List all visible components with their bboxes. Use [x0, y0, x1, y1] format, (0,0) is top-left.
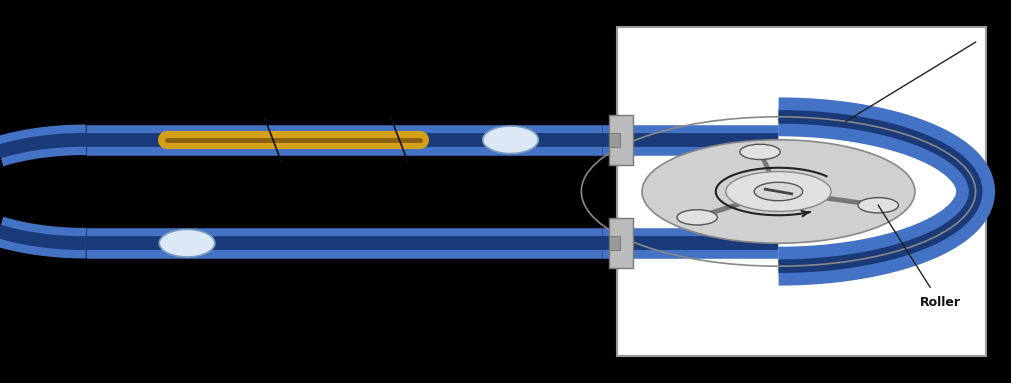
- Bar: [609, 115, 633, 165]
- Bar: [609, 218, 633, 268]
- Circle shape: [754, 182, 803, 201]
- Text: Roller: Roller: [920, 296, 960, 309]
- Circle shape: [677, 210, 718, 225]
- Circle shape: [740, 144, 780, 160]
- Bar: [609, 133, 620, 147]
- Circle shape: [858, 198, 899, 213]
- Circle shape: [642, 140, 915, 243]
- Ellipse shape: [483, 126, 539, 154]
- Ellipse shape: [159, 229, 214, 257]
- Circle shape: [726, 172, 831, 211]
- Bar: [609, 236, 620, 250]
- Bar: [617, 27, 986, 356]
